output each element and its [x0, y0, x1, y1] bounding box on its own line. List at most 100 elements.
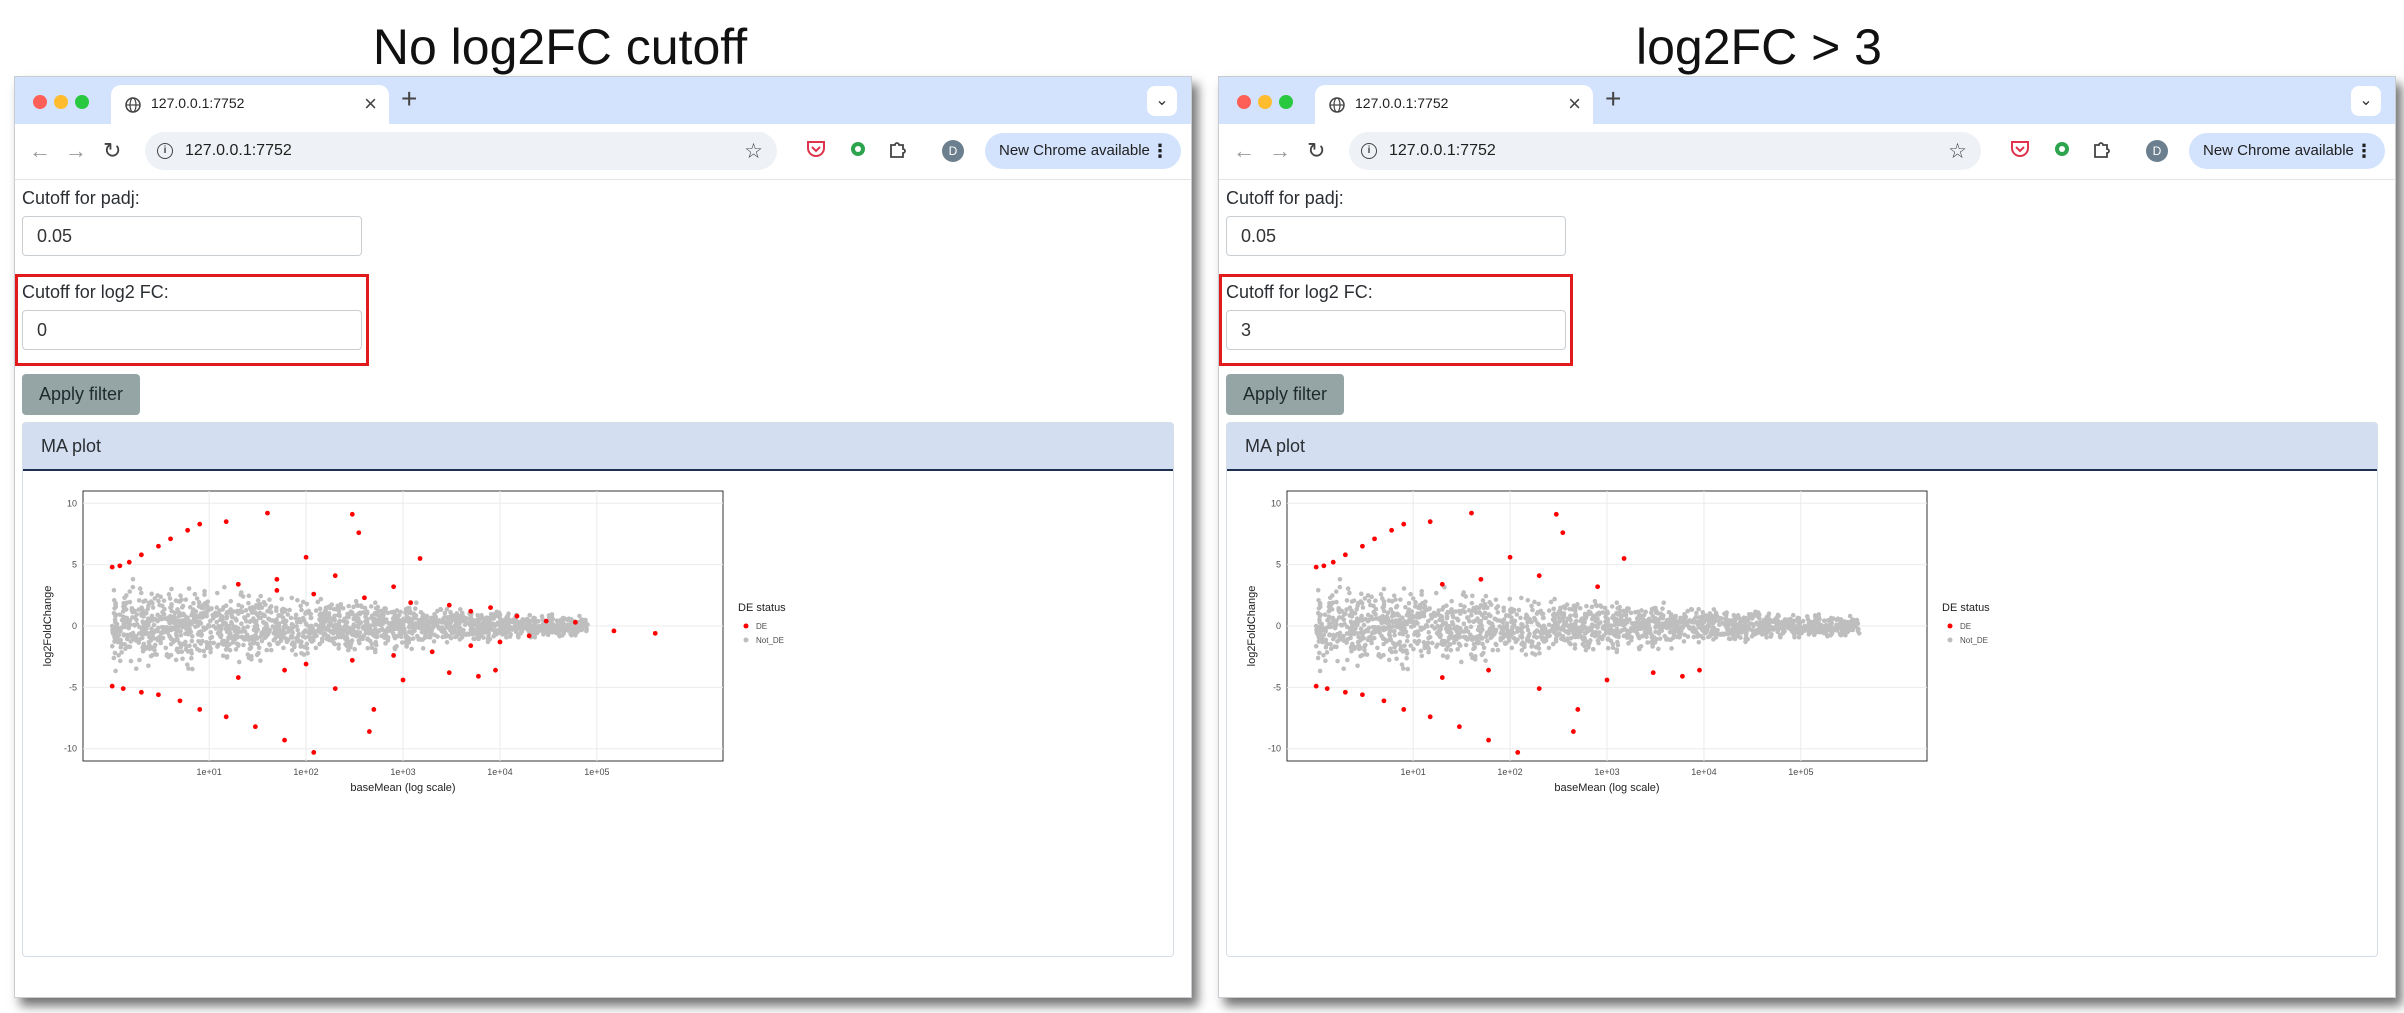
- maximize-window-button[interactable]: [1279, 95, 1293, 109]
- not-de-point: [1695, 620, 1701, 625]
- maximize-window-button[interactable]: [75, 95, 89, 109]
- not-de-point: [1469, 600, 1475, 606]
- not-de-point: [1317, 638, 1322, 644]
- lfc-input[interactable]: [22, 310, 362, 350]
- not-de-point: [130, 637, 135, 642]
- close-icon[interactable]: ×: [364, 91, 377, 116]
- plus-icon[interactable]: +: [401, 83, 418, 114]
- not-de-point: [211, 640, 217, 646]
- not-de-point: [1796, 626, 1801, 631]
- browser-tab[interactable]: 127.0.0.1:7752 ×: [111, 85, 389, 124]
- not-de-point: [1582, 619, 1587, 625]
- not-de-point: [109, 643, 115, 649]
- more-vert-icon[interactable]: ⋮: [2355, 141, 2373, 161]
- not-de-point: [1381, 652, 1386, 658]
- not-de-point: [136, 607, 142, 612]
- not-de-point: [282, 620, 288, 626]
- not-de-point: [1782, 617, 1788, 622]
- not-de-point: [352, 646, 358, 652]
- close-icon[interactable]: ×: [1568, 91, 1581, 116]
- puzzle-icon[interactable]: [887, 138, 909, 160]
- update-chrome-button[interactable]: New Chrome available ⋮: [2189, 133, 2385, 169]
- pocket-icon[interactable]: [2009, 138, 2031, 160]
- close-window-button[interactable]: [1237, 95, 1251, 109]
- minimize-window-button[interactable]: [1258, 95, 1272, 109]
- not-de-point: [174, 636, 180, 641]
- not-de-point: [1575, 602, 1580, 607]
- chevron-down-icon[interactable]: ⌄: [1147, 86, 1177, 116]
- not-de-point: [1638, 644, 1644, 649]
- de-point: [476, 673, 481, 679]
- not-de-point: [1628, 638, 1634, 643]
- reload-icon[interactable]: ↻: [1307, 138, 1326, 163]
- not-de-point: [261, 613, 267, 619]
- x-tick-label: 1e+04: [487, 767, 512, 777]
- not-de-point: [240, 594, 246, 599]
- apply-filter-button[interactable]: Apply filter: [1226, 374, 1344, 415]
- plus-icon[interactable]: +: [1605, 83, 1622, 114]
- not-de-point: [259, 605, 265, 610]
- not-de-point: [548, 629, 553, 635]
- not-de-point: [1825, 634, 1830, 639]
- star-icon[interactable]: ☆: [1948, 140, 1967, 163]
- extension-green-icon[interactable]: [847, 138, 869, 160]
- info-icon[interactable]: i: [157, 143, 173, 159]
- not-de-point: [1795, 616, 1800, 621]
- de-point: [120, 686, 126, 691]
- minimize-window-button[interactable]: [54, 95, 68, 109]
- apply-filter-button[interactable]: Apply filter: [22, 374, 140, 415]
- not-de-point: [1856, 631, 1862, 636]
- info-icon[interactable]: i: [1361, 143, 1377, 159]
- back-arrow-icon[interactable]: ←: [1233, 138, 1255, 163]
- not-de-point: [392, 625, 398, 631]
- address-bar[interactable]: i 127.0.0.1:7752 ☆: [145, 132, 777, 170]
- not-de-point: [390, 631, 396, 636]
- not-de-point: [457, 637, 463, 642]
- not-de-point: [120, 614, 126, 619]
- extension-green-icon[interactable]: [2051, 138, 2073, 160]
- padj-input[interactable]: [22, 216, 362, 256]
- not-de-point: [258, 593, 264, 599]
- padj-input[interactable]: [1226, 216, 1566, 256]
- not-de-point: [1524, 613, 1530, 619]
- avatar[interactable]: D: [2146, 140, 2168, 162]
- not-de-point: [1597, 620, 1603, 625]
- not-de-point: [1596, 611, 1602, 616]
- not-de-point: [189, 638, 195, 644]
- not-de-point: [1398, 644, 1404, 649]
- more-vert-icon[interactable]: ⋮: [1151, 141, 1169, 161]
- de-point: [1680, 673, 1685, 679]
- close-window-button[interactable]: [33, 95, 47, 109]
- reload-icon[interactable]: ↻: [103, 138, 122, 163]
- avatar[interactable]: D: [942, 140, 964, 162]
- forward-arrow-icon[interactable]: →: [1269, 138, 1291, 163]
- not-de-point: [1421, 625, 1427, 631]
- pocket-icon[interactable]: [805, 138, 827, 160]
- chevron-down-icon[interactable]: ⌄: [2351, 86, 2381, 116]
- star-icon[interactable]: ☆: [744, 140, 763, 163]
- address-bar[interactable]: i 127.0.0.1:7752 ☆: [1349, 132, 1981, 170]
- not-de-point: [1566, 631, 1571, 636]
- not-de-point: [358, 620, 364, 625]
- not-de-point: [1530, 651, 1535, 656]
- not-de-point: [423, 617, 428, 622]
- browser-tab[interactable]: 127.0.0.1:7752 ×: [1315, 85, 1593, 124]
- not-de-point: [207, 640, 213, 645]
- forward-arrow-icon[interactable]: →: [65, 138, 87, 163]
- not-de-point: [1416, 638, 1422, 644]
- puzzle-icon[interactable]: [2091, 138, 2113, 160]
- not-de-point: [1453, 634, 1458, 639]
- not-de-point: [214, 590, 220, 596]
- not-de-point: [1340, 635, 1346, 640]
- not-de-point: [1470, 655, 1475, 661]
- back-arrow-icon[interactable]: ←: [29, 138, 51, 163]
- not-de-point: [153, 652, 158, 657]
- not-de-point: [199, 638, 205, 644]
- update-chrome-button[interactable]: New Chrome available ⋮: [985, 133, 1181, 169]
- not-de-point: [330, 631, 336, 636]
- not-de-point: [303, 611, 308, 616]
- lfc-input[interactable]: [1226, 310, 1566, 350]
- not-de-point: [338, 602, 344, 607]
- not-de-point: [156, 625, 161, 631]
- not-de-point: [1431, 610, 1437, 616]
